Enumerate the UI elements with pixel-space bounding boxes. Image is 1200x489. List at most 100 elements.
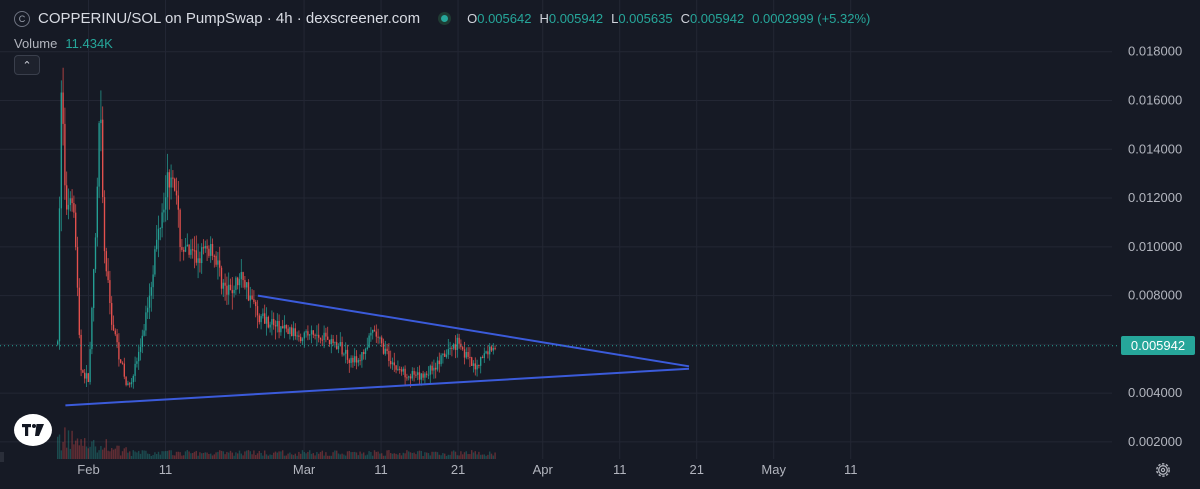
candle-body: [222, 282, 224, 289]
candle-body: [58, 208, 61, 342]
volume-bar: [146, 453, 149, 459]
volume-bar: [254, 455, 257, 459]
volume-bar: [119, 455, 122, 459]
price-tick-label: 0.002000: [1128, 434, 1182, 449]
volume-bar: [134, 451, 136, 459]
time-tick-label: Apr: [533, 462, 554, 477]
volume-bar: [398, 452, 401, 459]
candle-body: [301, 338, 304, 342]
candle-body: [359, 360, 361, 362]
close-label: C: [680, 11, 690, 26]
volume-bar: [337, 453, 340, 459]
candle-body: [80, 334, 82, 371]
candle-body: [217, 260, 219, 265]
volume-bar: [418, 450, 421, 459]
trendlines[interactable]: [65, 294, 690, 407]
collapse-legend-button[interactable]: ⌃: [14, 55, 40, 75]
candle-body: [298, 335, 300, 337]
candle-body: [424, 373, 426, 378]
candle-body: [317, 334, 320, 338]
tradingview-logo-icon[interactable]: [14, 414, 52, 446]
volume-bar: [393, 453, 395, 459]
candle-body: [168, 172, 170, 188]
candle-body: [123, 363, 125, 377]
candle-body: [467, 351, 469, 357]
candle-body: [321, 339, 323, 341]
price-tick-label: 0.018000: [1128, 44, 1182, 59]
candles: [56, 67, 496, 389]
candle-body: [85, 373, 88, 379]
volume-bar: [389, 453, 392, 459]
candle-body: [159, 228, 161, 230]
volume-bar: [353, 451, 356, 459]
volume-bar: [56, 436, 59, 459]
candle-body: [445, 354, 448, 357]
time-tick-label: 11: [613, 462, 627, 477]
volume-bar: [150, 455, 152, 459]
candle-body: [416, 372, 419, 375]
volume-bar: [191, 453, 194, 459]
scroll-handle[interactable]: [0, 452, 4, 462]
volume-bar: [109, 451, 111, 459]
volume-bar: [326, 455, 329, 459]
gear-icon[interactable]: [1154, 461, 1172, 479]
volume-bar: [222, 451, 224, 459]
volume-bar: [64, 427, 66, 459]
candle-body: [101, 119, 104, 198]
candle-body: [382, 343, 385, 354]
volume-bar: [141, 450, 143, 459]
candle-body: [292, 328, 295, 337]
volume-bar: [352, 452, 354, 459]
candle-body: [143, 330, 145, 336]
volume-bar: [375, 451, 377, 459]
candle-body: [344, 349, 347, 354]
trendline-lower[interactable]: [65, 367, 690, 407]
volume-bar: [154, 452, 156, 459]
current-price-badge: 0.005942: [1121, 336, 1195, 356]
candle-body: [449, 347, 451, 350]
volume-bar: [96, 452, 98, 459]
candle-body: [463, 349, 466, 358]
volume-bar: [467, 454, 469, 459]
candle-body: [422, 373, 424, 378]
candle-body: [370, 332, 372, 336]
close-value: 0.005942: [689, 11, 745, 26]
time-tick-label: 11: [159, 462, 173, 477]
candle-body: [92, 269, 95, 308]
candle-body: [69, 198, 71, 205]
volume-bar: [350, 452, 352, 459]
volume-bar: [290, 454, 293, 459]
candle-body: [429, 365, 431, 375]
chart-header: C COPPERINU/SOL on PumpSwap · 4h · dexsc…: [14, 10, 870, 27]
volume-bar: [388, 450, 390, 459]
volume-bar: [476, 454, 478, 459]
volume-bar: [301, 450, 304, 459]
candle-body: [454, 344, 457, 350]
candle-body: [289, 327, 291, 334]
price-tick-label: 0.004000: [1128, 385, 1182, 400]
candle-body: [247, 282, 250, 301]
candle-body: [272, 318, 275, 326]
volume-bar: [281, 450, 284, 459]
candle-body: [82, 370, 84, 373]
candle-body: [89, 349, 91, 383]
volume-bar: [58, 434, 61, 459]
volume-bar: [343, 454, 345, 459]
candle-body: [65, 185, 68, 210]
trendline-upper[interactable]: [257, 294, 690, 368]
volume-bar: [74, 440, 77, 459]
volume-bar: [307, 451, 309, 459]
candle-body: [343, 353, 345, 355]
chart-title[interactable]: COPPERINU/SOL on PumpSwap · 4h · dexscre…: [38, 10, 421, 27]
candle-body: [303, 332, 305, 339]
volume-bar: [130, 455, 133, 459]
candle-body: [458, 337, 460, 344]
candle-body: [227, 284, 230, 295]
volume-bar: [195, 450, 197, 459]
volume-bar: [420, 450, 422, 459]
volume-bar: [366, 454, 368, 459]
volume-bar: [316, 451, 318, 459]
volume-bar: [433, 451, 435, 459]
volume-bar: [229, 450, 232, 459]
